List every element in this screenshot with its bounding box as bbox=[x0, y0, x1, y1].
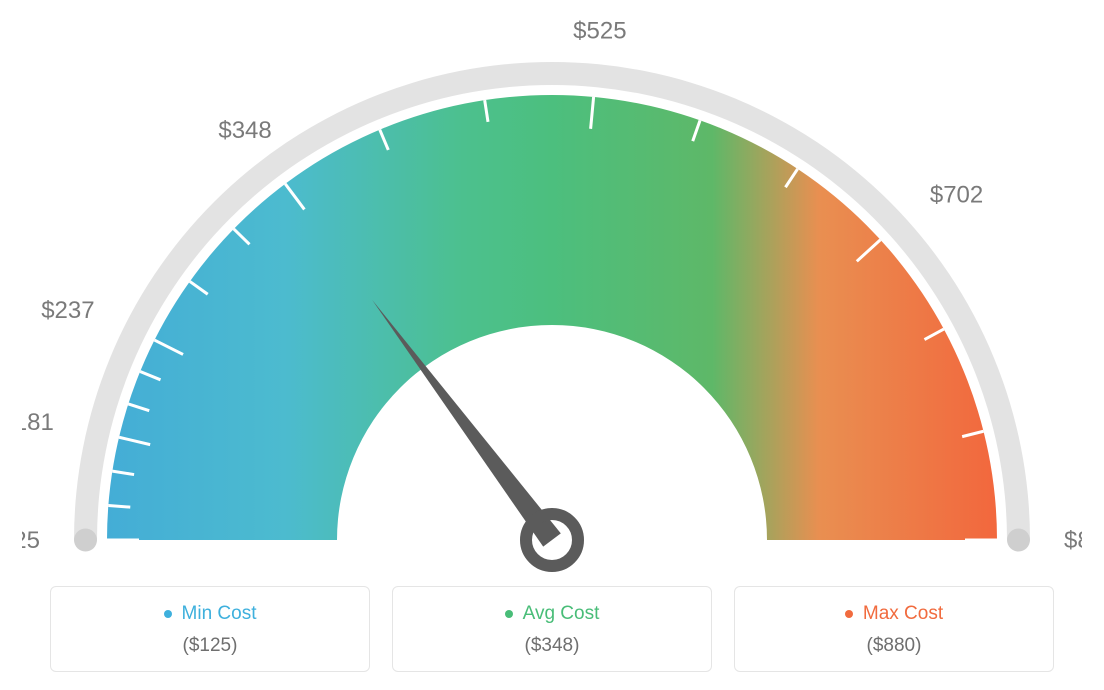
legend-value: ($125) bbox=[51, 635, 369, 657]
tick-label: $348 bbox=[218, 117, 271, 144]
legend-card-min-cost: Min Cost ($125) bbox=[50, 586, 370, 672]
legend-title: Avg Cost bbox=[505, 603, 600, 625]
legend-title-text: Min Cost bbox=[182, 603, 257, 625]
gauge-svg: $125 $181 $237 $348 $525 $702 $880 bbox=[22, 20, 1082, 580]
legend-dot-icon bbox=[845, 610, 853, 618]
legend-title: Max Cost bbox=[845, 603, 943, 625]
gauge-arc bbox=[107, 95, 997, 540]
legend-card-max-cost: Max Cost ($880) bbox=[734, 586, 1054, 672]
legend-title: Min Cost bbox=[164, 603, 257, 625]
legend-card-avg-cost: Avg Cost ($348) bbox=[392, 586, 712, 672]
legend-dot-icon bbox=[505, 610, 513, 618]
legend-value: ($880) bbox=[735, 635, 1053, 657]
cost-gauge: $125 $181 $237 $348 $525 $702 $880 bbox=[22, 20, 1082, 580]
legend-value: ($348) bbox=[393, 635, 711, 657]
legend-title-text: Avg Cost bbox=[523, 603, 600, 625]
legend-title-text: Max Cost bbox=[863, 603, 943, 625]
tick-label: $702 bbox=[930, 182, 983, 209]
tick-label: $125 bbox=[22, 527, 40, 554]
rim-cap bbox=[74, 529, 97, 552]
legend-row: Min Cost ($125) Avg Cost ($348) Max Cost ($88… bbox=[0, 586, 1104, 672]
legend-dot-icon bbox=[164, 610, 172, 618]
tick-label: $880 bbox=[1064, 527, 1082, 554]
rim-cap bbox=[1007, 529, 1030, 552]
tick-label: $237 bbox=[41, 297, 94, 324]
tick-label: $525 bbox=[573, 20, 626, 44]
minor-tick bbox=[108, 505, 130, 507]
tick-label: $181 bbox=[22, 409, 54, 436]
